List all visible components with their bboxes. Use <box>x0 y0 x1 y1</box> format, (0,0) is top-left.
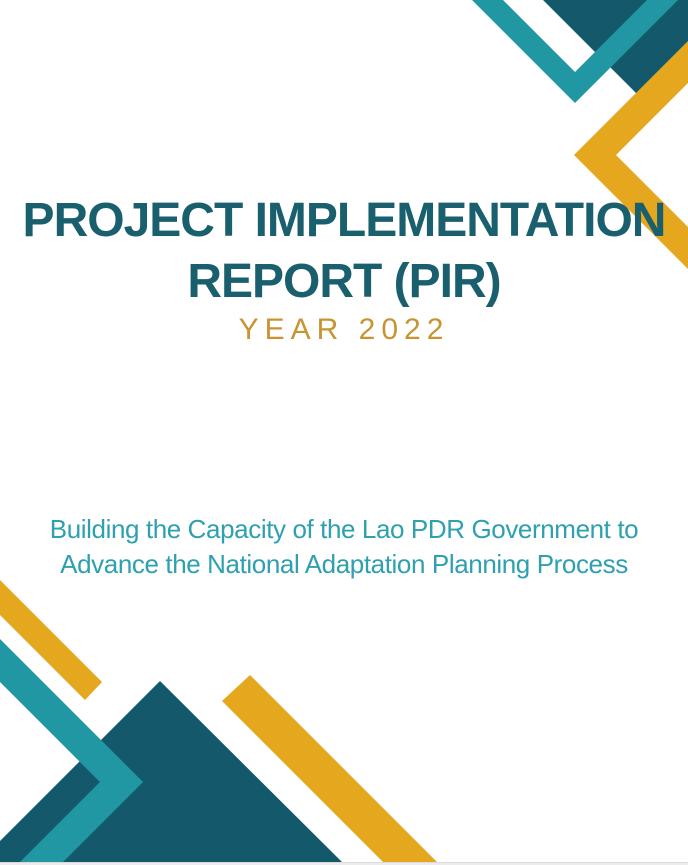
report-year: YEAR 2022 <box>238 313 450 346</box>
top-right-gold-chevron-shape <box>574 41 688 269</box>
report-subtitle-line-1: Building the Capacity of the Lao PDR Gov… <box>49 514 639 544</box>
report-subtitle-block: Building the Capacity of the Lao PDR Gov… <box>0 512 688 582</box>
top-right-teal-chevron-shape <box>472 0 678 103</box>
bottom-left-gold-stripe-lower-shape <box>222 675 440 865</box>
report-title-line-2: REPORT (PIR) <box>187 255 501 308</box>
report-title-line-1: PROJECT IMPLEMENTATION <box>22 194 667 247</box>
page-bottom-edge-line <box>0 862 688 865</box>
bottom-left-gold-stripe-upper-shape <box>0 580 102 700</box>
bottom-left-teal-chevron-shape <box>0 639 143 865</box>
report-subtitle-line-2: Advance the National Adaptation Planning… <box>60 549 628 579</box>
report-title-block: PROJECT IMPLEMENTATION REPORT (PIR) YEAR… <box>0 190 688 345</box>
